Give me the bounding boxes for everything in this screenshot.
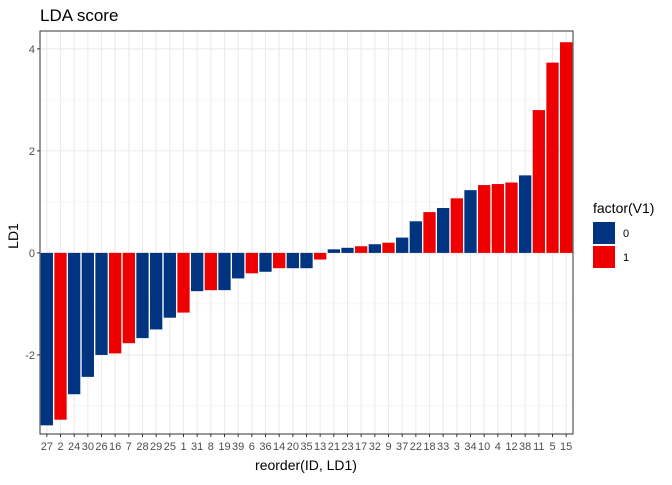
bar-15 bbox=[560, 42, 573, 253]
x-tick-label: 4 bbox=[495, 441, 501, 453]
legend-title: factor(V1) bbox=[593, 200, 654, 216]
bars-layer bbox=[40, 42, 573, 426]
bar-4 bbox=[491, 184, 504, 253]
x-tick-label: 33 bbox=[437, 441, 449, 453]
bar-18 bbox=[423, 212, 436, 253]
bar-6 bbox=[245, 252, 258, 274]
bar-25 bbox=[163, 252, 176, 318]
bar-23 bbox=[341, 247, 354, 253]
bar-9 bbox=[382, 242, 395, 253]
bar-32 bbox=[368, 244, 381, 253]
x-tick-label: 13 bbox=[314, 441, 326, 453]
bar-7 bbox=[122, 252, 135, 344]
x-tick-label: 19 bbox=[218, 441, 230, 453]
bar-28 bbox=[136, 252, 149, 339]
y-tick-label: 0 bbox=[29, 248, 35, 260]
x-tick-label: 21 bbox=[328, 441, 340, 453]
x-axis-title: reorder(ID, LD1) bbox=[255, 457, 357, 473]
bar-31 bbox=[191, 252, 204, 292]
x-tick-label: 36 bbox=[259, 441, 271, 453]
bar-21 bbox=[327, 249, 340, 253]
y-axis: -2 0 2 4 bbox=[25, 44, 40, 362]
x-tick-label: 28 bbox=[136, 441, 148, 453]
x-tick-label: 22 bbox=[410, 441, 422, 453]
x-tick-label: 8 bbox=[208, 441, 214, 453]
x-tick-label: 6 bbox=[249, 441, 255, 453]
bar-24 bbox=[68, 252, 81, 395]
bar-12 bbox=[505, 182, 518, 253]
bar-33 bbox=[437, 208, 450, 253]
x-tick-label: 38 bbox=[519, 441, 531, 453]
y-tick-label: -2 bbox=[25, 350, 35, 362]
bar-26 bbox=[95, 252, 108, 355]
bar-35 bbox=[300, 252, 313, 269]
bar-30 bbox=[81, 252, 94, 377]
x-tick-label: 9 bbox=[385, 441, 391, 453]
x-tick-label: 5 bbox=[549, 441, 555, 453]
legend: factor(V1) 0 1 bbox=[593, 200, 654, 268]
x-tick-label: 15 bbox=[560, 441, 572, 453]
legend-label-0: 0 bbox=[623, 228, 629, 240]
x-tick-label: 29 bbox=[150, 441, 162, 453]
x-tick-label: 34 bbox=[464, 441, 476, 453]
legend-key-0 bbox=[593, 222, 615, 244]
x-tick-label: 35 bbox=[300, 441, 312, 453]
bar-16 bbox=[109, 252, 122, 354]
x-tick-label: 10 bbox=[478, 441, 490, 453]
bar-34 bbox=[464, 190, 477, 253]
bar-27 bbox=[40, 252, 53, 426]
x-tick-label: 27 bbox=[41, 441, 53, 453]
x-tick-label: 32 bbox=[369, 441, 381, 453]
x-tick-label: 31 bbox=[191, 441, 203, 453]
bar-5 bbox=[546, 62, 559, 253]
x-tick-label: 16 bbox=[109, 441, 121, 453]
bar-13 bbox=[314, 252, 327, 260]
x-tick-label: 14 bbox=[273, 441, 285, 453]
x-tick-label: 7 bbox=[126, 441, 132, 453]
chart-title: LDA score bbox=[40, 6, 118, 25]
x-tick-label: 12 bbox=[505, 441, 517, 453]
bar-1 bbox=[177, 252, 190, 313]
legend-label-1: 1 bbox=[623, 252, 629, 264]
bar-38 bbox=[519, 175, 532, 253]
x-tick-label: 17 bbox=[355, 441, 367, 453]
bar-39 bbox=[232, 252, 245, 279]
bar-8 bbox=[204, 252, 217, 291]
bar-37 bbox=[396, 237, 409, 253]
x-tick-label: 2 bbox=[57, 441, 63, 453]
x-tick-label: 23 bbox=[341, 441, 353, 453]
bar-3 bbox=[450, 198, 463, 253]
bar-2 bbox=[54, 252, 67, 420]
x-tick-label: 30 bbox=[82, 441, 94, 453]
bar-20 bbox=[286, 252, 299, 269]
bar-11 bbox=[532, 110, 545, 253]
x-tick-label: 25 bbox=[164, 441, 176, 453]
x-tick-label: 3 bbox=[454, 441, 460, 453]
bar-36 bbox=[259, 252, 272, 272]
x-axis: 27 2 24 30 26 16 7 28 29 25 1 31 8 19 39 6 36 14 20 35 13 21 2… bbox=[41, 434, 572, 453]
y-axis-title: LD1 bbox=[5, 223, 21, 249]
x-tick-label: 24 bbox=[68, 441, 80, 453]
x-tick-label: 26 bbox=[95, 441, 107, 453]
x-tick-label: 18 bbox=[423, 441, 435, 453]
bar-14 bbox=[273, 252, 286, 269]
x-tick-label: 37 bbox=[396, 441, 408, 453]
legend-key-1 bbox=[593, 246, 615, 268]
x-tick-label: 39 bbox=[232, 441, 244, 453]
bar-17 bbox=[355, 246, 368, 253]
bar-19 bbox=[218, 252, 231, 291]
x-tick-label: 11 bbox=[533, 441, 544, 453]
y-tick-label: 4 bbox=[29, 44, 35, 56]
x-tick-label: 1 bbox=[180, 441, 186, 453]
x-tick-label: 20 bbox=[287, 441, 299, 453]
bar-22 bbox=[409, 221, 422, 253]
bar-10 bbox=[478, 185, 491, 253]
y-tick-label: 2 bbox=[29, 146, 35, 158]
bar-29 bbox=[150, 252, 163, 330]
